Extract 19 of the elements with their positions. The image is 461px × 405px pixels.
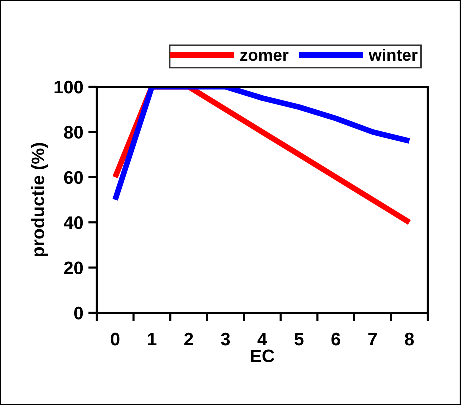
x-tick-label: 8 xyxy=(405,332,414,346)
y-tick-label: 100 xyxy=(54,80,84,94)
x-tick-label: 2 xyxy=(184,332,194,346)
x-tick-label: 4 xyxy=(258,333,268,346)
legend-label: winter xyxy=(368,48,418,62)
y-axis-title: productie (%) xyxy=(31,143,48,256)
x-tick-label: 1 xyxy=(148,333,157,346)
x-tick-label: 0 xyxy=(111,332,120,346)
x-tick-label: 7 xyxy=(368,333,378,346)
legend-label: zomer xyxy=(240,52,289,62)
y-tick-label: 60 xyxy=(64,171,84,184)
y-tick-label: 80 xyxy=(64,126,84,139)
y-tick-label: 20 xyxy=(64,262,84,275)
y-tick-label: 0 xyxy=(74,306,84,320)
x-tick-label: 5 xyxy=(294,333,304,346)
y-tick-label: 40 xyxy=(64,216,84,230)
x-tick-label: 3 xyxy=(221,332,230,346)
x-axis-title: EC xyxy=(251,350,275,363)
x-tick-label: 6 xyxy=(332,332,340,346)
